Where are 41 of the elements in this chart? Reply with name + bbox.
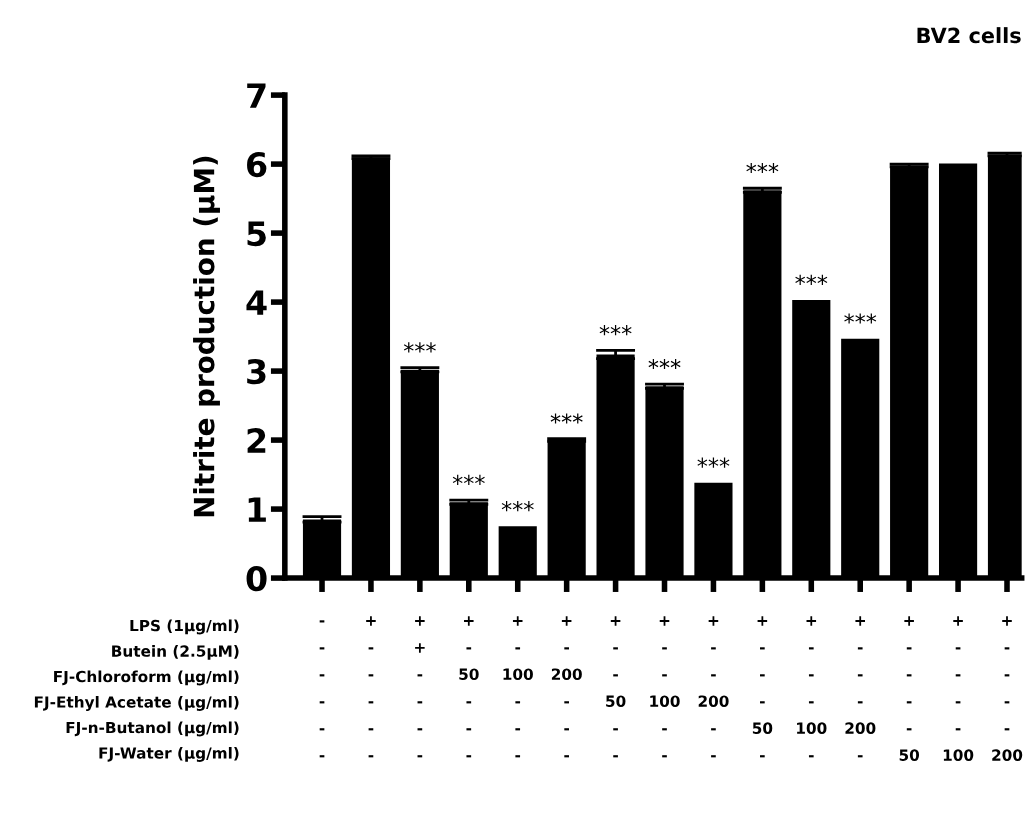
category-label: - - - - - -	[319, 620, 325, 758]
text: FJ-Ethyl Acetate (µg/ml)	[34, 695, 239, 711]
annotation: ***	[403, 342, 436, 353]
category-label: + - - - - 100	[943, 616, 974, 761]
category-label: + - - - 100 -	[797, 616, 827, 758]
text: LPS (1µg/ml)	[130, 619, 239, 635]
y-tick-label: 2	[247, 428, 266, 453]
category-label: + - - - - 200	[992, 616, 1023, 761]
text: FJ-n-Butanol (µg/ml)	[66, 721, 239, 737]
category-label: + - - 100 - -	[650, 616, 680, 758]
category-label: + - 200 - - -	[551, 616, 582, 758]
annotation: ***	[501, 501, 534, 512]
y-tick-label: 1	[248, 497, 266, 522]
annotation: ***	[697, 457, 730, 468]
text: Butein (2.5µM)	[112, 645, 239, 660]
y-tick-label: 4	[246, 290, 267, 315]
annotation: ***	[599, 325, 632, 336]
text: FJ-Water (µg/ml)	[99, 746, 239, 762]
annotation: ***	[550, 413, 583, 424]
category-label: + - - - 50 -	[752, 616, 773, 758]
annotation: ***	[795, 274, 828, 285]
category-label: + - - 200 - -	[698, 616, 729, 758]
annotation: ***	[452, 474, 485, 485]
y-axis-title: Nitrite production (μM)	[193, 156, 220, 517]
category-label: + - 100 - - -	[503, 616, 533, 758]
category-label: + - - - 200 -	[845, 616, 876, 758]
category-label: + - - - - 50	[899, 616, 920, 761]
category-label: + - - 50 - -	[606, 616, 626, 758]
y-tick-label: 5	[247, 221, 266, 247]
chart-title: BV2 cells	[917, 27, 1021, 44]
y-tick-label: 0	[246, 566, 267, 592]
y-tick-label: 7	[247, 83, 266, 108]
category-label: + + - - - -	[415, 616, 425, 758]
category-label: + - 50 - - -	[459, 616, 479, 758]
annotation: ***	[648, 358, 681, 370]
annotation: ***	[844, 313, 877, 324]
y-tick-label: 3	[247, 359, 266, 385]
category-label: + - - - - -	[366, 616, 376, 758]
annotation: ***	[746, 162, 779, 174]
text: FJ-Chloroform (µg/ml)	[54, 670, 239, 686]
y-tick-label: 6	[247, 152, 267, 178]
